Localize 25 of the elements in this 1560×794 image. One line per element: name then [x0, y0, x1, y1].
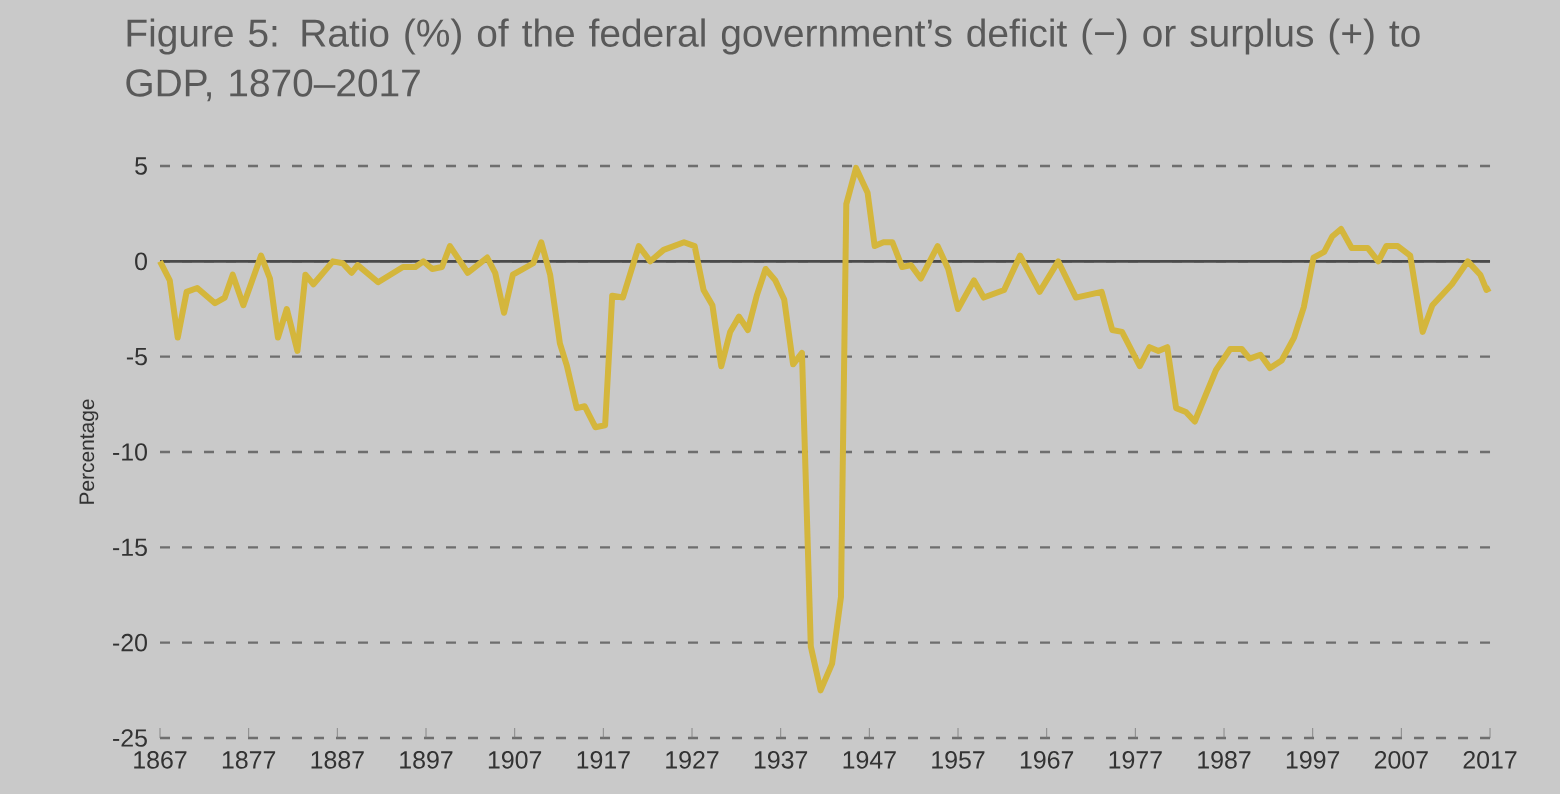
- x-tick-label: 1927: [666, 751, 719, 769]
- x-tick-label: 1967: [1020, 751, 1074, 769]
- y-tick-label: 5: [135, 157, 147, 175]
- x-tick-label: 1907: [488, 751, 542, 769]
- x-tick-label: 1937: [754, 751, 808, 769]
- x-tick-label: 2007: [1374, 751, 1428, 769]
- x-tick-label: 2017: [1463, 751, 1517, 769]
- y-tick-label: -15: [113, 538, 147, 557]
- x-tick-label: 1977: [1109, 751, 1162, 769]
- x-tick-label: 1887: [311, 751, 364, 769]
- y-axis-title: Percentage: [79, 399, 99, 504]
- x-tick-label: 1917: [577, 751, 630, 769]
- chart-title: Figure 5: Ratio (%) of the federal government’s deficit (−) or surplus (+) to GDP, 1870–2017: [126, 18, 1420, 102]
- y-tick-label: 0: [135, 252, 147, 271]
- x-tick-label: 1877: [222, 751, 276, 769]
- x-tick-label: 1987: [1198, 751, 1251, 769]
- x-tick-label: 1897: [400, 751, 453, 769]
- y-tick-label: -5: [126, 347, 147, 366]
- y-tick-label: -10: [113, 443, 147, 461]
- y-tick-label: -20: [113, 633, 147, 652]
- x-tick-label: 1867: [134, 751, 187, 769]
- x-tick-label: 1957: [932, 751, 985, 769]
- x-tick-label: 1947: [843, 751, 896, 769]
- x-tick-label: 1997: [1286, 751, 1340, 769]
- y-tick-label: -25: [113, 729, 147, 747]
